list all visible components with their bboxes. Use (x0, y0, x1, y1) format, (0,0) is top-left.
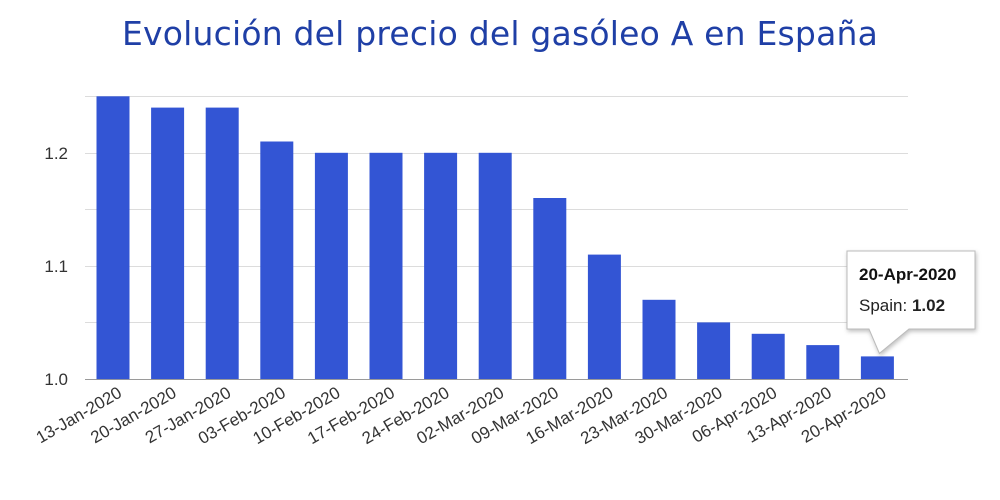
y-tick-label: 1.1 (44, 257, 68, 276)
bar[interactable] (697, 322, 731, 379)
bar[interactable] (205, 107, 239, 379)
bar[interactable] (751, 333, 785, 379)
bar[interactable] (314, 152, 348, 379)
y-tick-label: 1.0 (44, 370, 68, 389)
bar[interactable] (96, 96, 130, 380)
tooltip: 20-Apr-2020 Spain: 1.02 (846, 250, 976, 355)
tooltip-series: Spain: 1.02 (859, 296, 945, 315)
bar[interactable] (860, 356, 894, 379)
bar[interactable] (369, 152, 403, 379)
chart-title: Evolución del precio del gasóleo A en Es… (121, 14, 879, 53)
bar[interactable] (478, 152, 512, 379)
tooltip-box (846, 250, 976, 355)
bar[interactable] (151, 107, 185, 379)
x-axis-ticks: 13-Jan-202020-Jan-202027-Jan-202003-Feb-… (33, 383, 890, 448)
bar[interactable] (260, 141, 294, 380)
bar[interactable] (533, 198, 567, 379)
y-axis-ticks: 1.0 1.1 1.2 (44, 144, 68, 389)
bar[interactable] (587, 254, 621, 379)
bar[interactable] (424, 152, 458, 379)
tooltip-value: 1.02 (912, 296, 945, 315)
tooltip-date: 20-Apr-2020 (859, 265, 956, 284)
bars (96, 96, 894, 380)
tooltip-series-label: Spain: (859, 296, 912, 315)
bar[interactable] (806, 345, 840, 379)
y-tick-label: 1.2 (44, 144, 68, 163)
bar[interactable] (642, 299, 676, 379)
